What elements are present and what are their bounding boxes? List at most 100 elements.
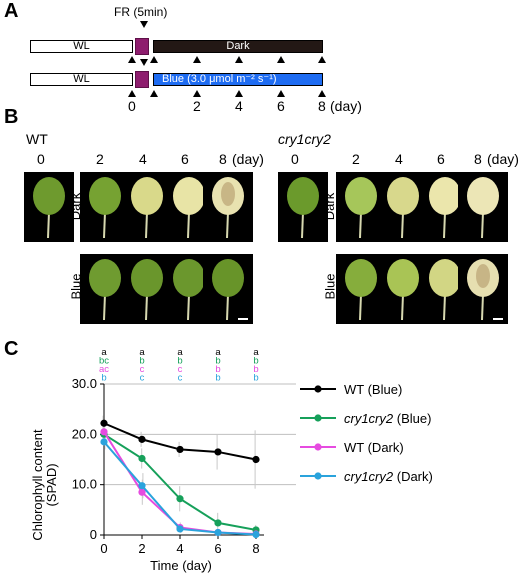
- sig-letter-2-3: c: [178, 373, 183, 384]
- chart-axes: 0 10.0 20.0 30.0 0 2 4 6 8: [72, 376, 264, 556]
- y-tick-label-30: 30.0: [72, 376, 97, 391]
- leaf-wt-blue-2: [80, 254, 130, 324]
- mut-day-unit: (day): [487, 151, 519, 167]
- point-s3-4: [252, 530, 260, 539]
- row2-tick-4: [235, 90, 243, 97]
- legend-label-suffix-3: (Dark): [393, 469, 433, 484]
- point-s0-0: [100, 419, 108, 427]
- wt-day-unit: (day): [232, 151, 264, 167]
- point-s1-3: [214, 519, 222, 527]
- sig-letter-4-2: b: [253, 364, 258, 375]
- row2-tick-a: [128, 90, 136, 97]
- wt-day-8: 8: [219, 151, 227, 167]
- leaf-mut-blue-4: [378, 254, 428, 324]
- y-tick-label-0: 0: [90, 527, 97, 542]
- point-s3-0: [100, 438, 108, 446]
- row2-fr-bar: [135, 71, 149, 88]
- row1-tick-a: [128, 56, 136, 63]
- scale-bar-mut: [493, 318, 503, 320]
- row1-tick-4: [235, 56, 243, 63]
- leaf-wt-dark-4: [122, 172, 172, 242]
- legend-label-main-1: cry1cry2: [344, 411, 394, 426]
- sig-letter-4-0: a: [253, 347, 259, 358]
- chart-legend: WT (Blue)cry1cry2 (Blue)WT (Dark)cry1cry…: [300, 382, 433, 484]
- sig-letter-1-2: c: [140, 364, 145, 375]
- leaf-wt-blue-4: [122, 254, 172, 324]
- legend-marker-2: [314, 443, 322, 451]
- legend-label-suffix-0: (Blue): [364, 382, 402, 397]
- chart-series: [100, 419, 260, 539]
- leaf-wt-blue-8: [203, 254, 253, 324]
- row2-wl-bar: WL: [30, 73, 133, 86]
- sig-letter-3-0: a: [215, 347, 221, 358]
- fr-arrow-top: [140, 21, 148, 28]
- legend-label-3: cry1cry2 (Dark): [344, 469, 433, 484]
- x-tick-label-6: 6: [214, 541, 221, 556]
- legend-label-main-0: WT: [344, 382, 364, 397]
- panel-c-letter: C: [4, 338, 19, 360]
- sig-letter-1-3: c: [140, 373, 145, 384]
- point-s3-3: [214, 528, 222, 537]
- sig-letter-0-3: b: [101, 373, 106, 384]
- row1-tick-6: [277, 56, 285, 63]
- fr-label: FR (5min): [114, 5, 168, 19]
- mut-day-8: 8: [474, 151, 482, 167]
- y-axis-label-line1: Chlorophyll content: [30, 429, 45, 541]
- legend-label-2: WT (Dark): [344, 440, 404, 455]
- legend-label-suffix-2: (Dark): [364, 440, 404, 455]
- y-axis-label-line2: (SPAD): [44, 463, 59, 506]
- row1-fr-bar: [135, 38, 149, 55]
- legend-label-main-2: WT: [344, 440, 364, 455]
- panel-a-day-6: 6: [277, 98, 285, 114]
- leaf-mut-dark-8: [458, 172, 508, 242]
- row2-tick-2: [193, 90, 201, 97]
- sig-letter-0-2: ac: [99, 364, 109, 375]
- sig-letter-3-2: b: [215, 364, 220, 375]
- point-s3-1: [138, 482, 146, 490]
- legend-label-1: cry1cry2 (Blue): [344, 411, 431, 426]
- point-s0-4: [252, 455, 260, 464]
- legend-marker-3: [314, 472, 322, 480]
- legend-marker-1: [314, 414, 322, 422]
- wt-day-6: 6: [181, 151, 189, 167]
- leaf-mut-dark-2: [336, 172, 386, 242]
- mut-day-4: 4: [395, 151, 403, 167]
- wt-day-0: 0: [37, 151, 45, 167]
- x-tick-label-0: 0: [100, 541, 107, 556]
- leaf-mut-blue-2: [336, 254, 386, 324]
- scale-bar-wt: [238, 318, 248, 320]
- wt-day-2: 2: [96, 151, 104, 167]
- sig-letter-0-0: a: [101, 347, 107, 358]
- mut-label: cry1cry2: [278, 131, 331, 147]
- y-tick-label-10: 10.0: [72, 477, 97, 492]
- sig-letter-4-1: b: [253, 356, 258, 367]
- point-s1-1: [138, 454, 146, 463]
- point-s0-1: [138, 435, 146, 443]
- sig-letter-4-3: b: [253, 373, 258, 384]
- panel-b-letter: B: [4, 106, 19, 128]
- legend-marker-0: [314, 385, 322, 393]
- row2-blue-bar: Blue (3.0 μmol m⁻² s⁻¹): [153, 73, 323, 86]
- sig-letter-1-0: a: [139, 347, 145, 358]
- panel-a-day-unit: (day): [330, 98, 362, 114]
- leaf-wt-0: [24, 172, 74, 242]
- mut-day-6: 6: [437, 151, 445, 167]
- row1-tick-2: [193, 56, 201, 63]
- y-tick-label-20: 20.0: [72, 426, 97, 441]
- sig-letter-1-1: b: [139, 356, 144, 367]
- point-s2-0: [100, 428, 108, 436]
- point-s0-3: [214, 448, 222, 456]
- panel-a-day-0: 0: [128, 98, 136, 114]
- row2-tick-0: [150, 90, 158, 97]
- panel-a-day-2: 2: [193, 98, 201, 114]
- leaf-mut-0: [278, 172, 328, 242]
- row1-tick-8: [318, 56, 326, 63]
- row2-tick-8: [318, 90, 326, 97]
- x-tick-label-4: 4: [176, 541, 183, 556]
- leaf-wt-dark-2: [80, 172, 130, 242]
- chart-grid: [104, 383, 296, 486]
- sig-letter-2-1: b: [177, 356, 182, 367]
- wt-day-4: 4: [139, 151, 147, 167]
- mut-day-2: 2: [352, 151, 360, 167]
